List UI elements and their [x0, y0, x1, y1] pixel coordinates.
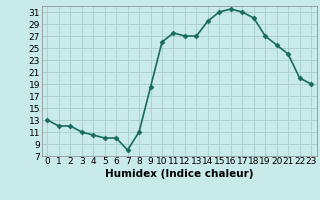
X-axis label: Humidex (Indice chaleur): Humidex (Indice chaleur): [105, 169, 253, 179]
